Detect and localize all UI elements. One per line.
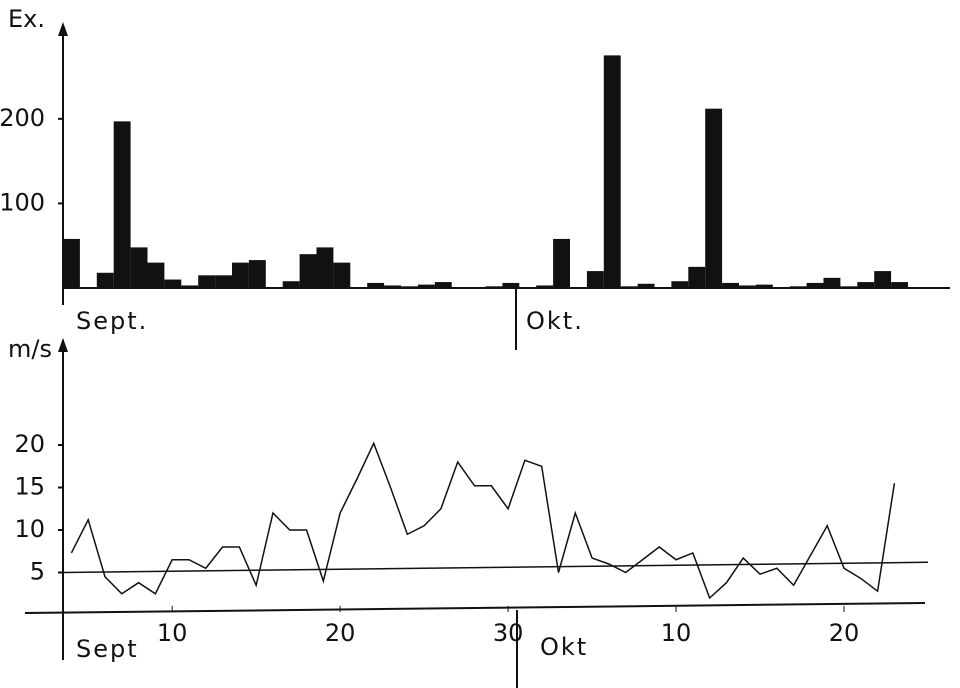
bar	[96, 272, 114, 288]
bar	[316, 247, 334, 288]
x-tick-label: 30	[493, 619, 524, 647]
bar	[671, 281, 689, 288]
bar	[823, 277, 841, 288]
bar	[181, 285, 199, 288]
month-label: Okt.	[526, 307, 584, 335]
y-tick-label: 100	[0, 188, 45, 216]
bar	[806, 282, 824, 288]
bar	[688, 266, 706, 288]
x-axis	[24, 602, 926, 614]
bar	[434, 282, 452, 288]
y-axis-label: Ex.	[8, 5, 45, 33]
y-axis-label: m/s	[8, 335, 52, 363]
bar	[637, 283, 655, 288]
month-label: Sept	[76, 635, 139, 663]
bar	[789, 286, 807, 288]
bar	[367, 282, 385, 288]
bar	[502, 282, 520, 288]
bar	[333, 262, 351, 288]
axis-arrow	[58, 22, 68, 36]
bar	[536, 285, 554, 288]
bar	[417, 284, 435, 288]
month-label: Sept.	[76, 307, 148, 335]
bar	[299, 254, 317, 288]
bar	[705, 108, 723, 288]
trend-line	[62, 561, 929, 574]
bar	[248, 260, 266, 288]
bar	[147, 262, 165, 288]
bar	[282, 281, 300, 288]
bar	[553, 238, 570, 288]
bar	[130, 247, 148, 288]
bar	[401, 286, 418, 288]
bar	[874, 271, 892, 288]
x-tick-label: 20	[325, 619, 356, 647]
bar	[722, 282, 739, 288]
bar	[620, 286, 638, 288]
bar	[755, 284, 773, 288]
axis-arrow	[58, 338, 68, 352]
bar	[113, 121, 131, 288]
bar	[384, 285, 401, 288]
bar	[739, 285, 756, 288]
y-tick-label: 15	[14, 473, 45, 501]
bar	[215, 275, 232, 288]
month-label: Okt	[540, 633, 588, 661]
y-tick-label: 5	[30, 558, 45, 586]
bar	[485, 286, 503, 288]
bar	[603, 55, 621, 289]
bar	[164, 279, 182, 288]
x-tick-label: 20	[829, 619, 860, 647]
y-tick-label: 200	[0, 104, 45, 132]
bar	[586, 271, 604, 288]
bar	[857, 282, 875, 288]
x-tick-label: 10	[157, 619, 188, 647]
y-tick-label: 10	[14, 515, 45, 543]
bar	[198, 275, 216, 288]
bar	[891, 282, 908, 288]
bar	[232, 262, 249, 288]
x-tick-label: 10	[661, 619, 692, 647]
y-tick-label: 20	[14, 430, 45, 458]
bar	[840, 286, 858, 288]
bar	[63, 238, 80, 288]
line	[70, 441, 896, 600]
